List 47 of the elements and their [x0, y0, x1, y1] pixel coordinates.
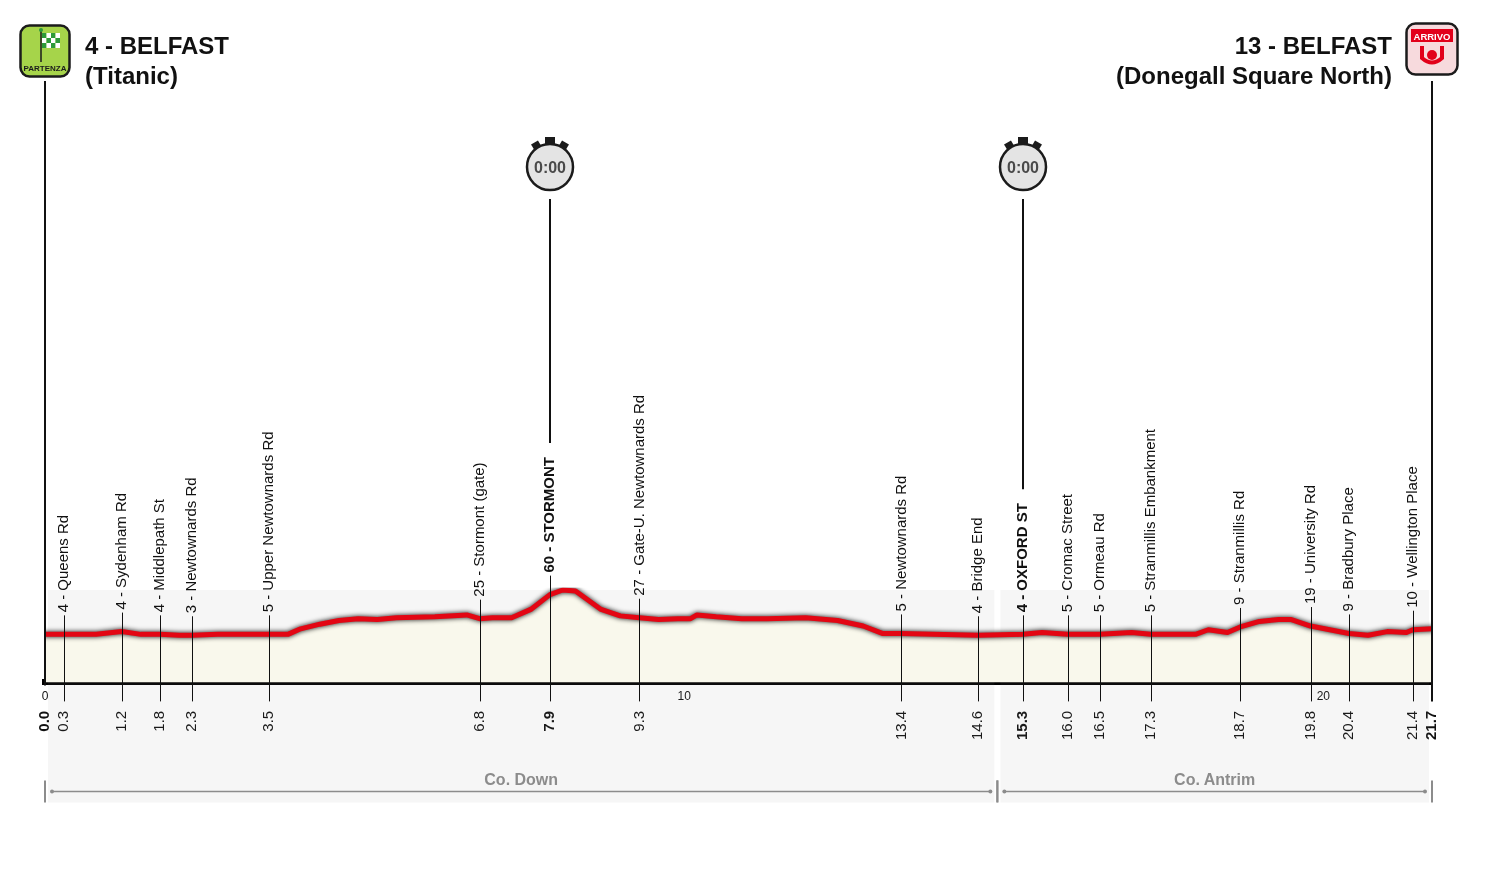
annotation: 9 - Stranmillis Rd — [1230, 490, 1248, 605]
annotation: 3 - Newtownards Rd — [182, 477, 200, 614]
x-tick-label: 15.3 — [1013, 710, 1031, 741]
annotation: 9 - Bradbury Place — [1339, 487, 1357, 612]
x-tick-label: 14.6 — [968, 710, 986, 741]
x-tick-label: 2.3 — [182, 710, 200, 732]
x-tick-label: 17.3 — [1140, 710, 1158, 741]
x-tick-label: 21.4 — [1402, 710, 1420, 741]
annotation: 4 - Middlepath St — [150, 498, 168, 613]
ref-line-label: 4 - OXFORD ST — [1013, 503, 1031, 613]
x2-tick-label: 0 — [41, 688, 49, 703]
annotation: 5 - Cromac Street — [1057, 493, 1075, 613]
annotation: 4 - Queens Rd — [54, 514, 72, 613]
ref-line-label: 60 - STORMONT — [540, 457, 558, 573]
x-tick-label: 16.0 — [1057, 710, 1075, 741]
x-tick-label: 20.4 — [1339, 710, 1357, 741]
ref-line-label: 13 - BELFAST (Donegall Square North) — [1115, 32, 1393, 89]
annotation: 4 - Sydenham Rd — [111, 492, 129, 610]
x-tick-label: 3.5 — [258, 710, 276, 732]
annotation: 10 - Wellington Place — [1402, 466, 1420, 608]
x2-tick-label: 20 — [1316, 688, 1331, 703]
x-tick-label: 1.8 — [150, 710, 168, 732]
x-tick-label: 18.7 — [1230, 710, 1248, 741]
x-tick-label: 13.4 — [891, 710, 909, 741]
x-tick-label: 1.2 — [111, 710, 129, 732]
banner-icon: ARRIVO — [1405, 22, 1459, 76]
x-tick-label: 7.9 — [540, 710, 558, 732]
x2-tick-label: 10 — [677, 688, 692, 703]
legend-label: 4 - BELFAST (Titanic) — [85, 32, 230, 89]
x-tick-label: 9.3 — [629, 710, 647, 732]
annotation: 27 - Gate-U. Newtownards Rd — [629, 394, 647, 596]
x-tick-label: 16.5 — [1089, 710, 1107, 741]
annotation: 5 - Ormeau Rd — [1089, 513, 1107, 613]
annotation: 5 - Newtownards Rd — [891, 475, 909, 612]
annotation: 19 - University Rd — [1300, 484, 1318, 605]
flag-icon: PARTENZA — [19, 24, 71, 78]
x-tick-label: 19.8 — [1300, 710, 1318, 741]
annotation: 5 - Stranmillis Embankment — [1140, 428, 1158, 613]
x-tick-label: 6.8 — [469, 710, 487, 732]
band-label: Co. Antrim — [1174, 771, 1256, 789]
x-tick-label: 0.3 — [54, 710, 72, 732]
x-tick-label: 21.7 — [1422, 710, 1440, 741]
annotation: 5 - Upper Newtownards Rd — [258, 431, 276, 613]
annotation: 4 - Bridge End — [968, 517, 986, 614]
annotation: 25 - Stormont (gate) — [469, 462, 487, 597]
x-tick-label: 0.0 — [35, 710, 53, 732]
band-label: Co. Down — [484, 771, 559, 789]
